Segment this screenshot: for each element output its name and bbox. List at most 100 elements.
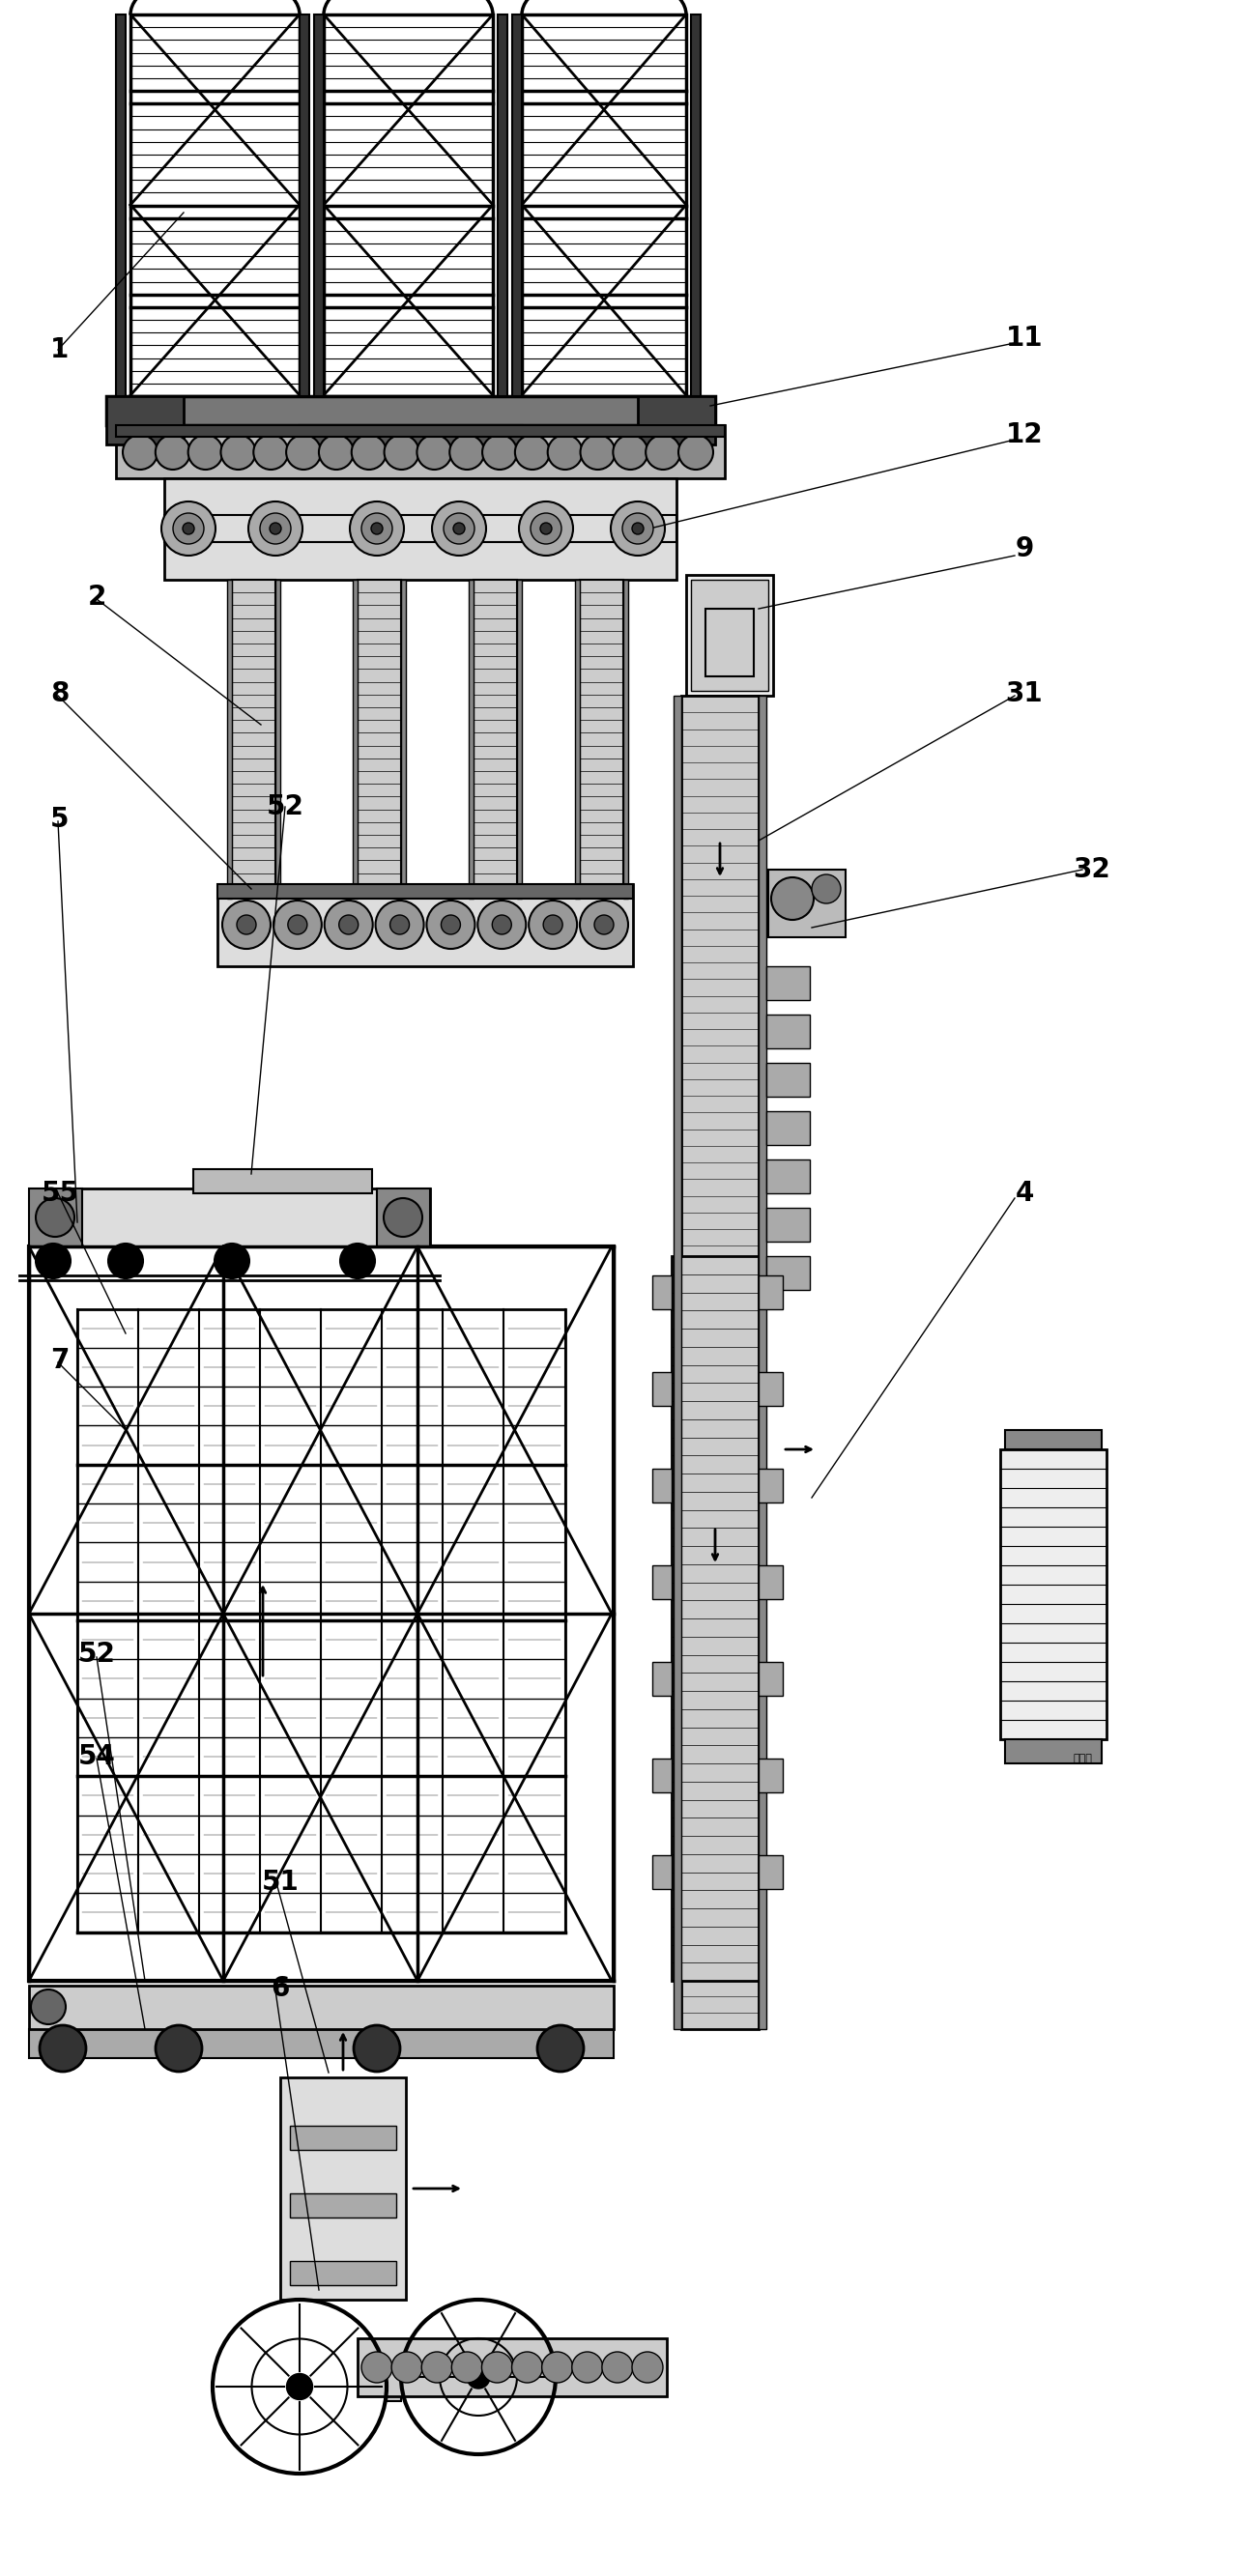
- Bar: [28, 1188, 82, 1247]
- Bar: [575, 580, 580, 899]
- Circle shape: [529, 902, 577, 948]
- Circle shape: [287, 435, 321, 469]
- Text: 12: 12: [1006, 422, 1043, 448]
- Circle shape: [350, 502, 404, 556]
- Circle shape: [391, 914, 409, 935]
- Text: 8: 8: [51, 680, 69, 708]
- Circle shape: [645, 435, 681, 469]
- Circle shape: [288, 914, 308, 935]
- Circle shape: [421, 2352, 452, 2383]
- Circle shape: [541, 2352, 572, 2383]
- Circle shape: [269, 523, 282, 533]
- Bar: [766, 1257, 810, 1291]
- Bar: [759, 1468, 782, 1502]
- Text: 32: 32: [1073, 855, 1111, 884]
- Circle shape: [392, 2352, 423, 2383]
- Text: 7: 7: [51, 1347, 69, 1373]
- Bar: [766, 1208, 810, 1242]
- Text: 52: 52: [266, 793, 304, 819]
- Bar: [116, 425, 724, 479]
- Bar: [769, 871, 845, 938]
- Bar: [759, 696, 766, 2030]
- Bar: [314, 15, 324, 397]
- Bar: [623, 580, 628, 899]
- Text: 1: 1: [51, 337, 69, 363]
- Circle shape: [451, 2352, 482, 2383]
- Circle shape: [376, 902, 424, 948]
- Circle shape: [273, 902, 321, 948]
- Bar: [164, 515, 676, 541]
- Circle shape: [384, 435, 419, 469]
- Circle shape: [540, 523, 551, 533]
- Circle shape: [287, 2372, 313, 2401]
- Bar: [468, 580, 473, 899]
- Circle shape: [237, 914, 256, 935]
- Bar: [28, 1188, 430, 1247]
- Circle shape: [581, 435, 616, 469]
- Bar: [759, 1275, 782, 1309]
- Circle shape: [183, 523, 194, 533]
- Bar: [766, 1159, 810, 1193]
- Circle shape: [544, 914, 562, 935]
- Circle shape: [122, 435, 157, 469]
- Circle shape: [572, 2352, 603, 2383]
- Circle shape: [371, 523, 383, 533]
- Bar: [1005, 1430, 1101, 1450]
- Text: 6: 6: [271, 1976, 289, 2002]
- Text: 机器人: 机器人: [1073, 1754, 1091, 1765]
- Circle shape: [477, 902, 527, 948]
- Bar: [290, 2262, 397, 2285]
- Circle shape: [519, 502, 574, 556]
- Circle shape: [417, 435, 451, 469]
- Circle shape: [611, 502, 665, 556]
- Bar: [299, 15, 309, 397]
- Bar: [28, 1247, 613, 1981]
- Bar: [78, 1309, 565, 1932]
- Text: 9: 9: [1015, 536, 1033, 562]
- Bar: [686, 574, 772, 696]
- Bar: [106, 397, 716, 425]
- Circle shape: [319, 435, 353, 469]
- Circle shape: [260, 513, 290, 544]
- Bar: [218, 884, 633, 966]
- Circle shape: [482, 435, 517, 469]
- Bar: [653, 1275, 671, 1309]
- Bar: [116, 425, 724, 438]
- Bar: [671, 1257, 759, 1981]
- Bar: [653, 1373, 671, 1406]
- Bar: [759, 1855, 782, 1888]
- Circle shape: [221, 435, 256, 469]
- Bar: [106, 397, 184, 446]
- Circle shape: [613, 435, 648, 469]
- Bar: [387, 2357, 400, 2401]
- Bar: [759, 1662, 782, 1695]
- Text: 11: 11: [1006, 325, 1043, 353]
- Bar: [498, 15, 507, 397]
- Text: 4: 4: [1015, 1180, 1033, 1206]
- Circle shape: [215, 1244, 250, 1278]
- Bar: [299, 425, 522, 459]
- Circle shape: [339, 914, 358, 935]
- Circle shape: [253, 435, 288, 469]
- Bar: [759, 1566, 782, 1600]
- Bar: [517, 580, 522, 899]
- Text: 2: 2: [88, 585, 106, 611]
- Bar: [691, 580, 769, 690]
- Circle shape: [109, 1244, 143, 1278]
- Bar: [193, 1170, 372, 1193]
- Circle shape: [512, 2352, 543, 2383]
- Bar: [653, 1662, 671, 1695]
- Text: 55: 55: [41, 1180, 79, 1206]
- Bar: [276, 580, 281, 899]
- Circle shape: [324, 902, 373, 948]
- Bar: [377, 1188, 430, 1247]
- Circle shape: [454, 523, 465, 533]
- Circle shape: [351, 435, 387, 469]
- Circle shape: [340, 1244, 375, 1278]
- Circle shape: [162, 502, 215, 556]
- Bar: [232, 580, 276, 899]
- Bar: [759, 1373, 782, 1406]
- Bar: [290, 2125, 397, 2151]
- Circle shape: [353, 2025, 400, 2071]
- Circle shape: [431, 502, 486, 556]
